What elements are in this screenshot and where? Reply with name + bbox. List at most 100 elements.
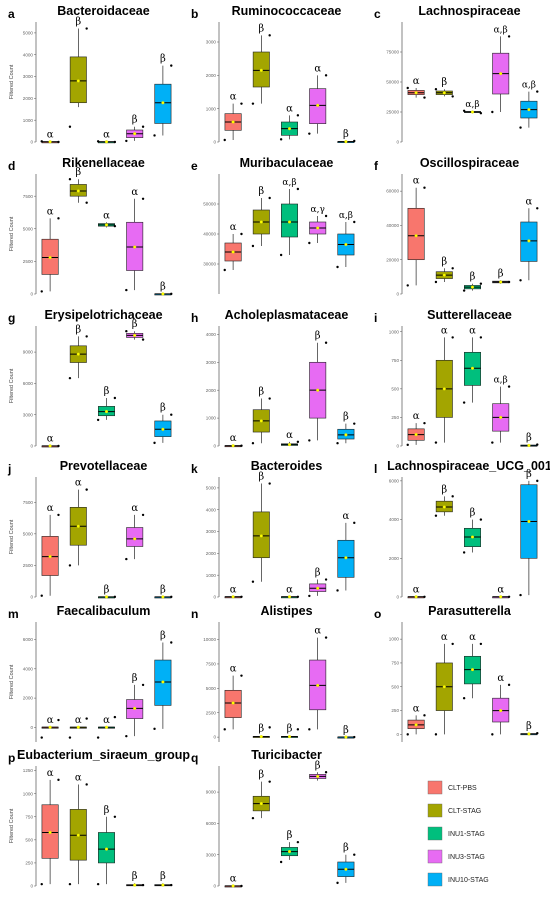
y-tick-label: 2000 bbox=[389, 556, 400, 561]
data-point bbox=[308, 132, 311, 135]
box-clt-pbs: α bbox=[223, 92, 243, 142]
significance-label: α bbox=[286, 584, 293, 595]
y-tick-label: 3000 bbox=[206, 852, 217, 857]
y-tick-label: 2500 bbox=[23, 563, 34, 568]
data-point bbox=[479, 336, 483, 339]
box-inu1-stag: α bbox=[279, 103, 300, 141]
significance-label: β bbox=[75, 324, 81, 335]
data-point bbox=[113, 396, 117, 400]
y-tick-label: 60000 bbox=[386, 189, 399, 194]
legend-label: CLT-PBS bbox=[448, 785, 477, 792]
box-inu10-stag: β bbox=[153, 630, 173, 731]
panel-letter: p bbox=[8, 751, 15, 765]
significance-label: β bbox=[343, 412, 349, 423]
box-clt-pbs: α bbox=[406, 703, 426, 736]
data-point bbox=[423, 96, 426, 99]
y-tick-label: 2000 bbox=[23, 96, 34, 101]
data-point bbox=[170, 64, 173, 67]
y-tick-label: 9000 bbox=[206, 790, 217, 795]
mean-point bbox=[231, 120, 235, 124]
significance-label: α,β bbox=[494, 25, 508, 35]
significance-label: β bbox=[258, 472, 264, 483]
significance-label: β bbox=[526, 469, 532, 480]
box-inu3-stag: β bbox=[308, 331, 328, 442]
box-inu3-stag: α bbox=[125, 187, 145, 292]
box-clt-pbs: α bbox=[224, 584, 243, 599]
box-clt-stag: β bbox=[251, 770, 271, 820]
y-tick-label: 3000 bbox=[23, 412, 34, 417]
box-inu3-stag: α bbox=[125, 503, 145, 561]
box-inu1-stag: β bbox=[96, 805, 117, 886]
mean-point bbox=[316, 774, 320, 778]
box-clt-pbs: α bbox=[40, 129, 60, 144]
significance-label: β bbox=[160, 282, 166, 293]
mean-point bbox=[287, 220, 292, 224]
data-point bbox=[308, 439, 311, 442]
box-clt-stag: β bbox=[251, 387, 271, 445]
y-tick-label: 1250 bbox=[23, 768, 34, 773]
panel-title: Erysipelotrichaceae bbox=[44, 308, 162, 322]
data-point bbox=[268, 482, 271, 485]
significance-label: α bbox=[103, 129, 110, 140]
panel-title: Eubacterium_siraeum_group bbox=[17, 748, 190, 762]
data-point bbox=[153, 727, 156, 731]
mean-point bbox=[499, 415, 503, 419]
data-point bbox=[451, 95, 454, 98]
mean-point bbox=[76, 524, 80, 528]
data-point bbox=[462, 289, 466, 292]
significance-label: α bbox=[413, 176, 420, 187]
box-inu3-stag: β bbox=[126, 871, 145, 887]
panel-letter: e bbox=[191, 159, 198, 173]
data-point bbox=[353, 853, 356, 856]
significance-label: β bbox=[160, 871, 166, 882]
legend-label: INU10-STAG bbox=[448, 877, 489, 884]
y-tick-label: 25000 bbox=[386, 110, 399, 115]
mean-point bbox=[133, 706, 137, 710]
box-inu10-stag: α,β bbox=[519, 81, 539, 129]
significance-label: β bbox=[258, 387, 264, 398]
mean-point bbox=[259, 419, 263, 423]
box-inu10-stag: α,β bbox=[336, 211, 356, 269]
panel-title: Lachnospiraceae_UCG_001 bbox=[387, 459, 550, 473]
mean-point bbox=[316, 103, 320, 107]
y-tick-label: 0 bbox=[396, 732, 399, 737]
data-point bbox=[462, 551, 466, 554]
data-point bbox=[519, 593, 522, 597]
y-tick-label: 20000 bbox=[386, 257, 399, 262]
mean-point bbox=[48, 830, 52, 835]
data-point bbox=[406, 733, 409, 736]
data-point bbox=[240, 595, 243, 598]
data-point bbox=[113, 815, 117, 818]
data-point bbox=[353, 735, 356, 739]
data-point bbox=[141, 883, 145, 887]
data-point bbox=[324, 341, 328, 344]
mean-point bbox=[316, 388, 320, 392]
y-axis-title: Filtered Count bbox=[9, 519, 15, 554]
data-point bbox=[125, 557, 128, 561]
data-point bbox=[434, 280, 438, 284]
y-tick-label: 3000 bbox=[206, 360, 217, 365]
significance-label: β bbox=[470, 508, 476, 519]
significance-label: β bbox=[75, 167, 81, 178]
mean-point bbox=[76, 833, 80, 837]
mean-point bbox=[316, 683, 320, 687]
mean-point bbox=[161, 680, 165, 684]
panel-letter: c bbox=[374, 7, 381, 21]
panel-letter: g bbox=[8, 311, 15, 325]
mean-point bbox=[442, 91, 446, 95]
data-point bbox=[240, 102, 243, 105]
panel-l: l Lachnospiraceae_UCG_001 0 2000 4000 6000 α β β… bbox=[374, 459, 550, 600]
data-point bbox=[170, 883, 173, 887]
mean-point bbox=[48, 444, 52, 448]
data-point bbox=[406, 86, 409, 90]
legend-label: INU1-STAG bbox=[448, 831, 485, 838]
mean-point bbox=[344, 867, 348, 871]
significance-label: α,β bbox=[522, 81, 536, 91]
panel-title: Sutterellaceae bbox=[427, 308, 512, 322]
data-point bbox=[462, 696, 466, 700]
legend: CLT-PBS CLT-STAG INU1-STAG INU3-STAG INU10-S… bbox=[427, 780, 489, 887]
box-clt-stag: β bbox=[251, 23, 271, 105]
data-point bbox=[40, 140, 43, 143]
box-clt-pbs: α bbox=[407, 584, 426, 599]
box-clt-stag: β bbox=[434, 484, 454, 517]
